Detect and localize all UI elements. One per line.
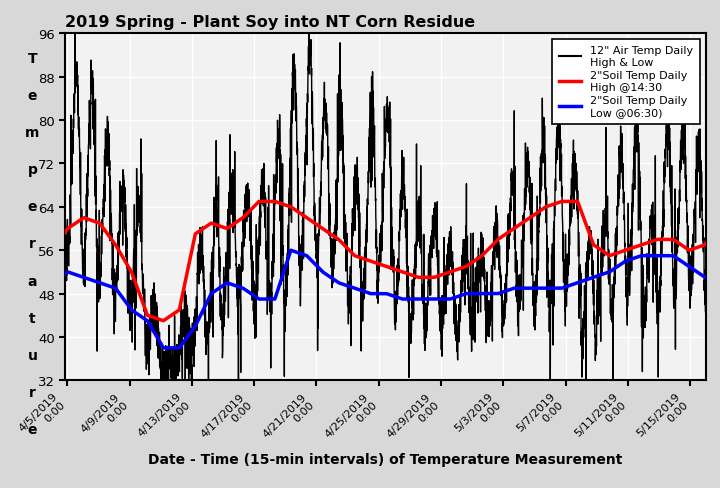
Text: e: e xyxy=(27,423,37,436)
X-axis label: Date - Time (15-min intervals) of Temperature Measurement: Date - Time (15-min intervals) of Temper… xyxy=(148,452,622,466)
Text: r: r xyxy=(29,237,36,251)
Text: 2019 Spring - Plant Soy into NT Corn Residue: 2019 Spring - Plant Soy into NT Corn Res… xyxy=(65,15,475,30)
Legend: 12" Air Temp Daily
High & Low, 2"Soil Temp Daily
High @14:30, 2"Soil Temp Daily
: 12" Air Temp Daily High & Low, 2"Soil Te… xyxy=(552,40,700,124)
Text: u: u xyxy=(27,348,37,362)
Text: a: a xyxy=(27,274,37,288)
Text: m: m xyxy=(25,126,40,140)
Text: t: t xyxy=(29,311,36,325)
Text: e: e xyxy=(27,200,37,214)
Text: e: e xyxy=(27,89,37,102)
Text: T: T xyxy=(27,52,37,65)
Text: r: r xyxy=(29,386,36,399)
Text: p: p xyxy=(27,163,37,177)
